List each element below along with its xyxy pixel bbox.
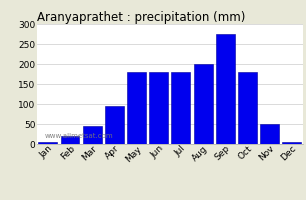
Bar [105, 106, 124, 144]
Bar [149, 72, 168, 144]
Text: www.allmetsat.com: www.allmetsat.com [45, 133, 113, 139]
Bar [61, 136, 80, 144]
Bar [238, 72, 257, 144]
Bar [282, 142, 301, 144]
Bar [127, 72, 146, 144]
Bar [38, 142, 57, 144]
Bar [194, 64, 213, 144]
Bar [216, 34, 235, 144]
Bar [171, 72, 190, 144]
Bar [260, 124, 279, 144]
Bar [83, 126, 102, 144]
Text: Aranyaprathet : precipitation (mm): Aranyaprathet : precipitation (mm) [37, 11, 245, 24]
